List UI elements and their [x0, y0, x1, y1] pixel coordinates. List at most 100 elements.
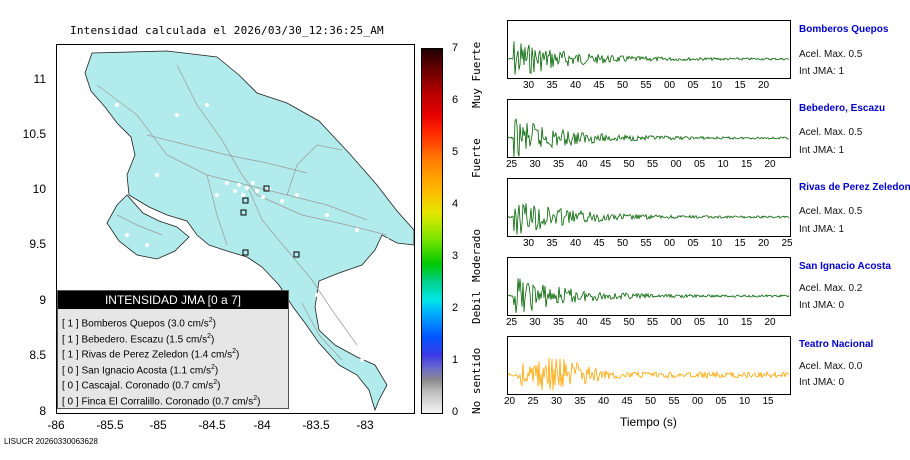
trace-tick: 45 [593, 238, 605, 249]
colorbar-label-fuerte: Fuerte [470, 138, 483, 178]
map-ytick: 9 [39, 293, 46, 307]
trace-panel[interactable] [507, 257, 791, 316]
trace-tick: 00 [670, 317, 682, 328]
map-ytick: 9.5 [29, 237, 46, 251]
colorbar-tick: 5 [452, 146, 459, 158]
station-name[interactable]: Bebedero, Escazu [799, 103, 886, 114]
map-ytick: 11 [33, 72, 46, 86]
waveform [508, 117, 790, 157]
station-accel: Acel. Max. 0.5 [799, 49, 863, 60]
waveform-line [508, 278, 790, 313]
trace-tick: 55 [640, 80, 652, 91]
station-name[interactable]: Teatro Nacional [799, 339, 874, 350]
map-xtick: -83 [356, 418, 374, 432]
colorbar-tick: 7 [452, 42, 459, 54]
legend-row: [ 1 ] Bomberos Quepos (3.0 cm/s2) [62, 317, 217, 330]
station-accel: Acel. Max. 0.2 [799, 283, 863, 294]
station-accel: Acel. Max. 0.5 [799, 127, 863, 138]
colorbar-tick: 4 [452, 198, 459, 210]
station-intensity: Int JMA: 1 [799, 145, 845, 156]
map-ytick: 8 [39, 404, 46, 418]
station-dots [115, 103, 389, 362]
trace-tick: 15 [741, 317, 753, 328]
intensity-legend: INTENSIDAD JMA [0 a 7] [ 1 ] Bomberos Qu… [57, 290, 289, 409]
legend-row: [ 0 ] Finca El Corralillo. Coronado (0.7… [62, 394, 261, 407]
trace-tick: 30 [523, 238, 535, 249]
trace-tick: 55 [647, 159, 659, 170]
trace-panel[interactable] [507, 99, 791, 158]
trace-tick: 10 [739, 396, 751, 407]
station-intensity: Int JMA: 1 [799, 66, 845, 77]
trace-tick: 20 [764, 317, 776, 328]
map-xtick: -85 [149, 418, 167, 432]
trace-tick: 00 [692, 396, 704, 407]
colorbar-tick: 1 [452, 354, 459, 366]
trace-tick: 30 [529, 317, 541, 328]
station-name[interactable]: San Ignacio Acosta [799, 261, 891, 272]
map-xtick: -84.5 [198, 418, 226, 432]
trace-tick: 50 [617, 238, 629, 249]
trace-tick: 10 [711, 80, 723, 91]
trace-tick: 20 [758, 80, 770, 91]
trace-panel[interactable] [507, 178, 791, 237]
map-title: Intensidad calculada el 2026/03/30_12:36… [70, 24, 384, 37]
station-intensity: Int JMA: 0 [799, 377, 845, 388]
trace-tick: 15 [734, 80, 746, 91]
trace-tick: 10 [717, 159, 729, 170]
map-xtick: -84 [253, 418, 271, 432]
map-ytick: 10.5 [22, 127, 46, 141]
costa-rica-land [84, 50, 414, 412]
trace-tick: 30 [523, 80, 535, 91]
footer-id: LISUCR 20260330063628 [4, 437, 98, 446]
trace-tick: 05 [687, 80, 699, 91]
trace-tick: 50 [623, 159, 635, 170]
trace-tick: 55 [640, 238, 652, 249]
station-name[interactable]: Bomberos Quepos [799, 24, 889, 35]
trace-tick: 40 [570, 80, 582, 91]
colorbar-label-debil: Debil [470, 290, 483, 324]
trace-panel[interactable] [507, 336, 791, 395]
trace-tick: 15 [762, 396, 774, 407]
trace-tick: 25 [781, 238, 793, 249]
map-ytick: 10 [32, 182, 46, 196]
time-axis-label: Tiempo (s) [620, 415, 677, 429]
colorbar-label-muy-fuerte: Muy Fuerte [470, 41, 483, 108]
trace-tick: 50 [623, 317, 635, 328]
station-name[interactable]: Rivas de Perez Zeledon [799, 182, 910, 193]
trace-tick: 35 [574, 396, 586, 407]
colorbar-label-no-sentido: No sentido [470, 347, 483, 414]
waveform-line [508, 203, 790, 235]
trace-tick: 00 [664, 238, 676, 249]
trace-panel[interactable] [507, 20, 791, 79]
waveform-line [508, 117, 790, 157]
map-ytick: 8.5 [29, 348, 46, 362]
legend-row: [ 1 ] Bebedero. Escazu (1.5 cm/s2) [62, 332, 215, 345]
waveform [508, 203, 790, 235]
trace-tick: 30 [529, 159, 541, 170]
station-intensity: Int JMA: 0 [799, 300, 845, 311]
legend-row: [ 0 ] San Ignacio Acosta (1.1 cm/s2) [62, 363, 219, 376]
trace-tick: 00 [664, 80, 676, 91]
trace-tick: 40 [570, 238, 582, 249]
legend-title: INTENSIDAD JMA [0 a 7] [58, 291, 288, 309]
trace-tick: 50 [617, 80, 629, 91]
trace-tick: 45 [600, 317, 612, 328]
trace-tick: 15 [734, 238, 746, 249]
colorbar-tick: 0 [452, 406, 459, 418]
map-xtick: -86 [47, 418, 65, 432]
colorbar-tick: 2 [452, 302, 459, 314]
legend-row: [ 0 ] Cascajal. Coronado (0.7 cm/s2) [62, 379, 221, 392]
trace-tick: 05 [715, 396, 727, 407]
legend-stations [240, 185, 300, 258]
trace-tick: 20 [764, 159, 776, 170]
station-accel: Acel. Max. 0.0 [799, 361, 863, 372]
colorbar-label-moderado: Moderado [470, 229, 483, 282]
waveform-line [508, 357, 790, 391]
trace-tick: 45 [600, 159, 612, 170]
trace-tick: 40 [598, 396, 610, 407]
trace-tick: 10 [711, 238, 723, 249]
road-network [96, 64, 388, 361]
colorbar-tick: 3 [452, 250, 459, 262]
trace-tick: 40 [576, 159, 588, 170]
trace-tick: 25 [527, 396, 539, 407]
